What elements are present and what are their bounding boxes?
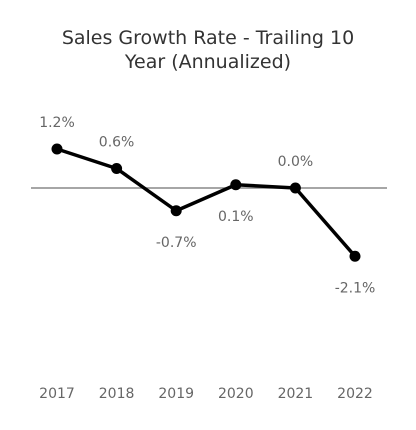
data-point-2017 [51,143,63,155]
data-label-2017: 1.2% [39,115,75,131]
data-label-2022: -2.1% [335,280,376,296]
data-label-2018: 0.6% [99,135,135,151]
chart-title-line-1: Sales Growth Rate - Trailing 10 [61,27,355,49]
x-tick-label-2022: 2022 [337,386,373,402]
data-point-2021 [289,182,301,194]
chart-title: Sales Growth Rate - Trailing 10 Year (An… [0,26,416,74]
data-label-2021: 0.0% [278,154,314,170]
x-tick-label-2021: 2021 [278,386,314,402]
x-tick-label-2018: 2018 [99,386,135,402]
x-tick-label-2019: 2019 [158,386,194,402]
data-point-2020 [230,179,242,191]
chart-title-line-2: Year (Annualized) [124,51,292,73]
series-line [55,147,357,258]
data-point-2022 [349,250,361,262]
data-point-2018 [111,163,123,174]
data-point-2019 [170,205,182,217]
x-tick-label-2017: 2017 [39,386,75,402]
data-label-2020: 0.1% [218,209,254,225]
data-label-2019: -0.7% [156,235,197,251]
x-tick-label-2020: 2020 [218,386,254,402]
